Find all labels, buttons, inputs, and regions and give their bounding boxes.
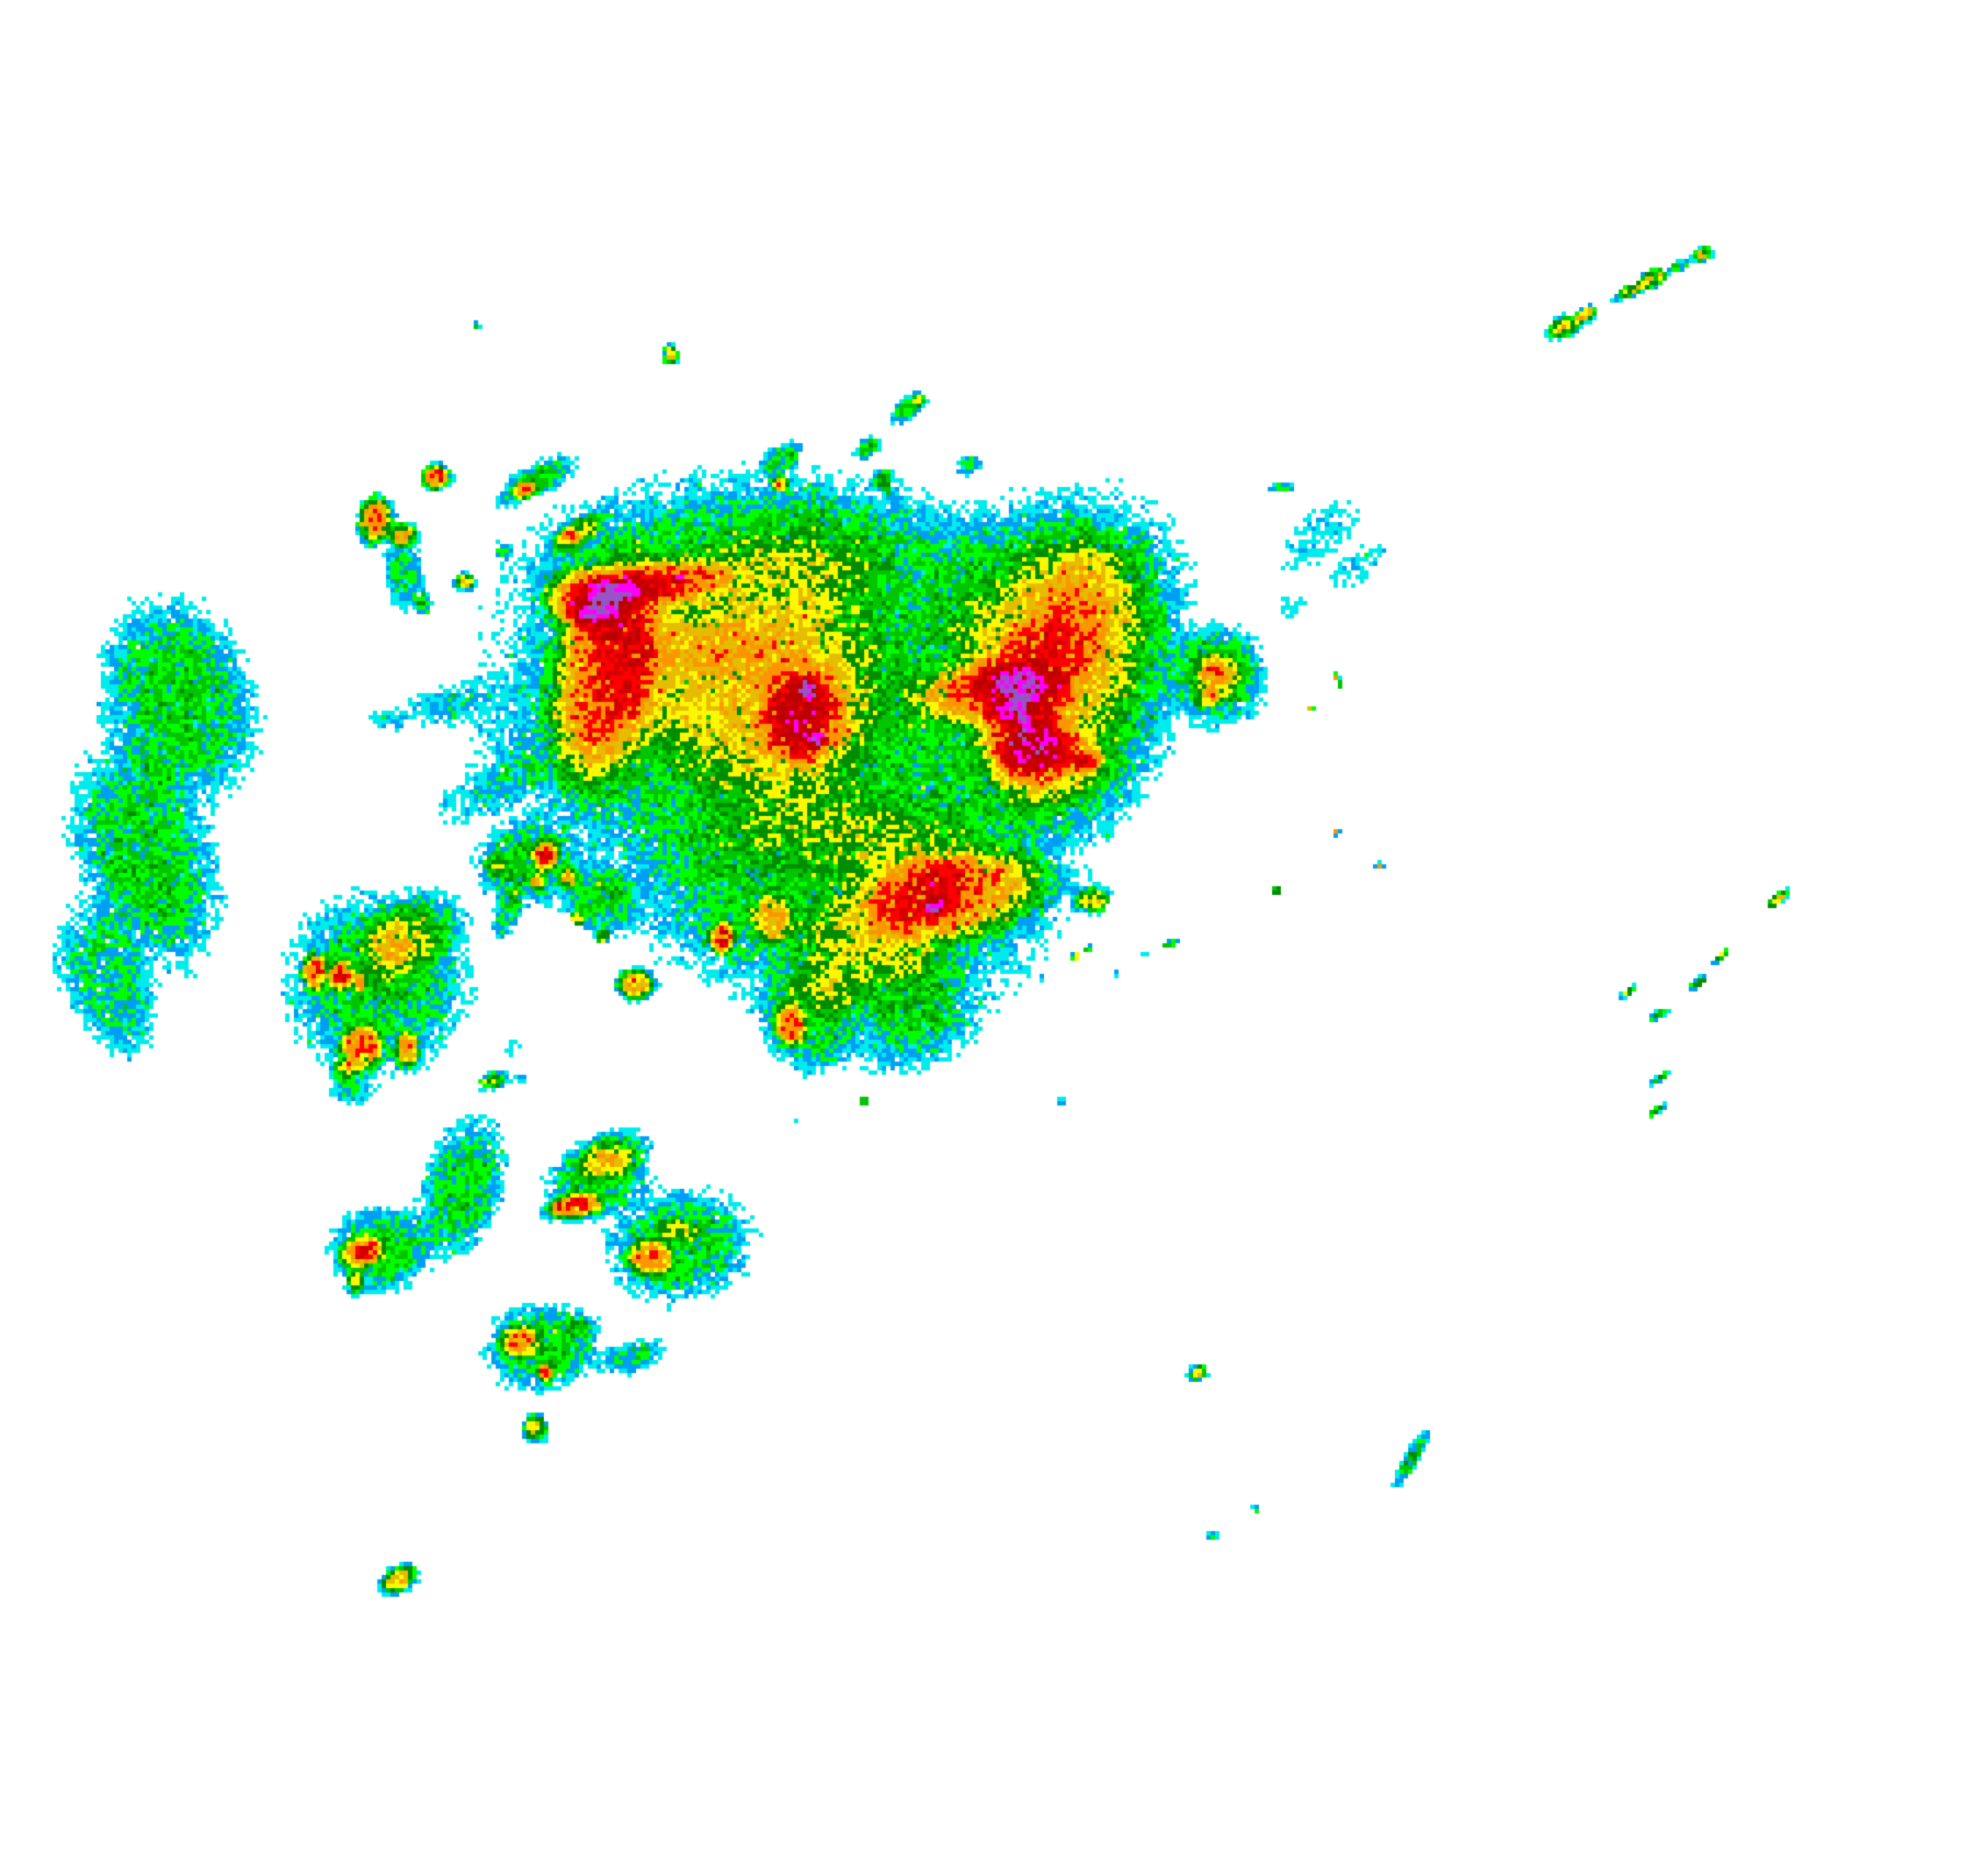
radar-echoes-canvas — [0, 0, 1988, 1875]
radar-reflectivity-map — [0, 0, 1988, 1875]
